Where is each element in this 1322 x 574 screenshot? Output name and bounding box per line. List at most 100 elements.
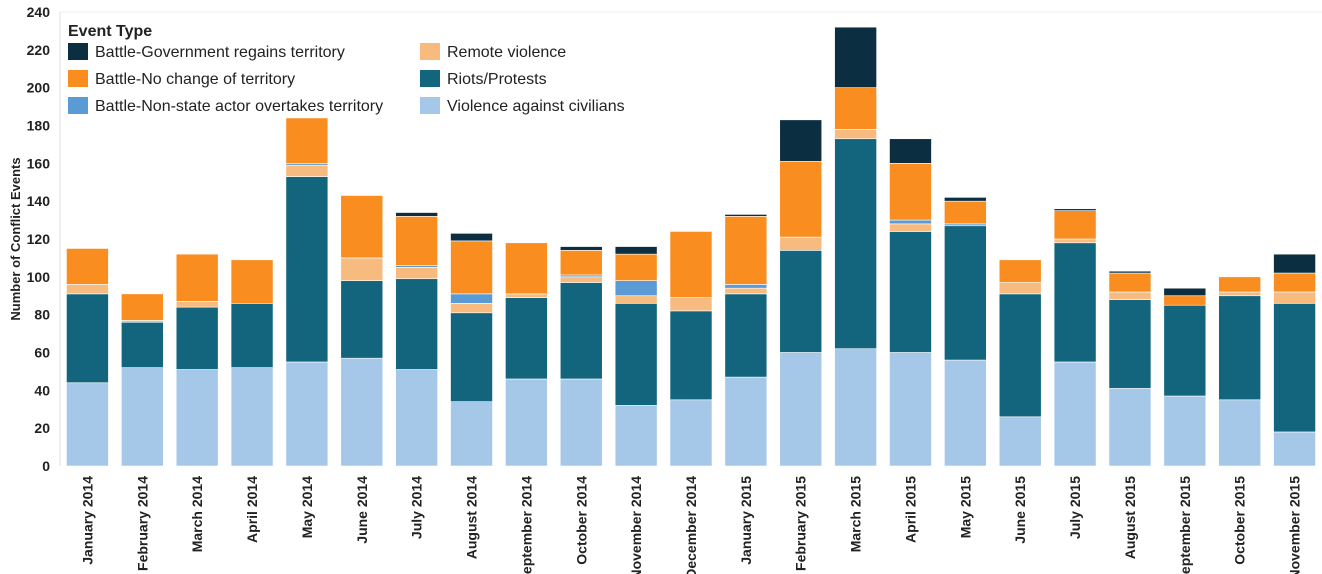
- bar-segment: [66, 382, 109, 467]
- bar-segment: [944, 225, 987, 361]
- legend-swatch: [68, 43, 88, 60]
- y-tick-label: 160: [27, 155, 51, 171]
- bar-segment: [724, 216, 768, 285]
- legend-entry-label: Remote violence: [447, 44, 566, 61]
- bar-segment: [559, 282, 603, 380]
- bar-segment: [1273, 291, 1316, 304]
- legend-swatch: [68, 70, 88, 87]
- y-tick-label: 180: [27, 118, 51, 134]
- x-tick-label: March 2014: [189, 476, 205, 552]
- y-tick-label: 0: [42, 458, 50, 474]
- bar-segment: [559, 378, 603, 467]
- y-axis-label: Number of Conflict Events: [8, 157, 23, 320]
- bar-segment: [1273, 253, 1316, 274]
- x-tick-label: May 2014: [299, 476, 315, 538]
- bar-segment: [1163, 287, 1207, 297]
- bar-segment: [1053, 210, 1097, 240]
- bar-segment: [944, 197, 987, 202]
- bar-segment: [395, 267, 438, 280]
- y-tick-label: 40: [34, 382, 50, 398]
- x-tick-label: September 2014: [518, 476, 534, 574]
- bar-segment: [1108, 299, 1152, 389]
- y-tick-label: 60: [34, 345, 50, 361]
- bar-segment: [614, 405, 658, 467]
- bar-segment: [1108, 388, 1152, 467]
- legend-title: Event Type: [68, 23, 152, 40]
- bar-segment: [1218, 399, 1261, 467]
- legend-entry-label: Riots/Protests: [447, 71, 547, 88]
- legend-swatch: [420, 97, 440, 114]
- bar-segment: [395, 212, 438, 217]
- x-tick-label: January 2015: [738, 476, 754, 565]
- bar-segment: [1053, 238, 1097, 244]
- x-tick-label: June 2015: [1012, 476, 1028, 544]
- legend-swatch: [420, 43, 440, 60]
- bar-segment: [669, 310, 713, 401]
- y-tick-label: 80: [34, 307, 50, 323]
- bar-segment: [614, 246, 658, 255]
- x-tick-label: July 2015: [1067, 476, 1083, 539]
- bar-segment: [285, 361, 329, 467]
- bar-segment: [66, 284, 109, 295]
- bar-segment: [505, 293, 548, 298]
- x-tick-label: October 2014: [573, 476, 589, 565]
- bar-segment: [1053, 361, 1097, 467]
- bar-segment: [175, 369, 219, 467]
- bar-segment: [559, 276, 603, 283]
- bar-segment: [889, 352, 932, 467]
- bar-segment: [614, 280, 658, 297]
- bar-segment: [121, 367, 164, 467]
- plot-area: [59, 11, 1322, 466]
- bar-segment: [230, 303, 274, 368]
- bar-segment: [724, 376, 768, 467]
- bar-segment: [450, 401, 493, 467]
- bar-segment: [121, 321, 164, 368]
- bar-segment: [505, 242, 548, 295]
- x-tick-label: March 2015: [848, 476, 864, 552]
- y-tick-label: 100: [27, 269, 51, 285]
- y-axis: 0 20 40 60 80 100 120 140 160 180 200 220 240: [27, 4, 51, 474]
- y-tick-label: 120: [27, 231, 51, 247]
- bar-segment: [1163, 304, 1207, 397]
- bar-segment: [1163, 295, 1207, 306]
- x-tick-label: August 2014: [464, 476, 480, 559]
- legend-swatch: [420, 70, 440, 87]
- bar-segment: [450, 293, 493, 304]
- bar-segment: [944, 359, 987, 467]
- x-tick-label: September 2015: [1177, 476, 1193, 574]
- bar-segment: [1273, 303, 1316, 433]
- bar-segment: [285, 176, 329, 363]
- bar-segment: [779, 352, 823, 467]
- bar-segment: [779, 250, 823, 353]
- bar-segment: [669, 231, 713, 298]
- bar-segment: [834, 348, 877, 467]
- legend: Event Type Battle-Government regains ter…: [68, 23, 625, 115]
- bar-segment: [559, 246, 603, 251]
- bar-segment: [724, 293, 768, 378]
- legend-entry-label: Violence against civilians: [447, 98, 625, 115]
- legend-swatch: [68, 97, 88, 114]
- bar-segment: [614, 303, 658, 406]
- bar-segment: [889, 219, 932, 225]
- bar-segment: [1108, 291, 1152, 300]
- bar-segment: [889, 138, 932, 164]
- bar-segment: [285, 164, 329, 177]
- x-tick-label: May 2015: [957, 476, 973, 538]
- bar-segment: [1218, 291, 1261, 297]
- y-tick-label: 240: [27, 4, 51, 20]
- y-tick-label: 20: [34, 420, 50, 436]
- x-tick-label: January 2014: [79, 476, 95, 565]
- bar-segment: [559, 250, 603, 276]
- bar-segment: [450, 240, 493, 295]
- bar-segment: [724, 214, 768, 217]
- legend-entry-label: Battle-Non-state actor overtakes territo…: [95, 98, 383, 115]
- bar-segment: [998, 259, 1042, 283]
- x-axis: January 2014 February 2014 March 2014 April…: [79, 476, 1302, 574]
- bar-segment: [724, 287, 768, 295]
- bar-segment: [614, 253, 658, 281]
- y-tick-label: 200: [27, 80, 51, 96]
- bar-segment: [230, 367, 274, 467]
- x-tick-label: June 2014: [354, 476, 370, 544]
- bar-segment: [1273, 431, 1316, 467]
